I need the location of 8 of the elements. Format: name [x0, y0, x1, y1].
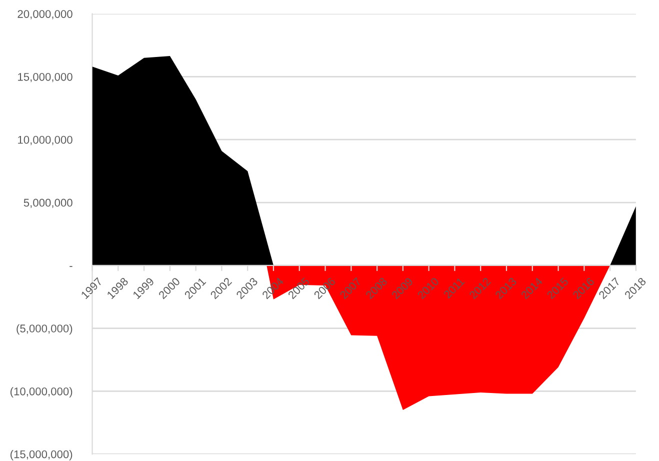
- y-tick-label: 5,000,000: [24, 198, 72, 208]
- y-tick-label: (15,000,000): [10, 450, 72, 460]
- y-tick-label: 15,000,000: [18, 72, 72, 82]
- y-tick-label: (5,000,000): [16, 324, 72, 335]
- y-tick-label: 10,000,000: [18, 136, 72, 146]
- y-tick-label: 20,000,000: [18, 10, 72, 20]
- y-tick-label: (10,000,000): [10, 387, 72, 398]
- y-tick-label: -: [70, 266, 72, 267]
